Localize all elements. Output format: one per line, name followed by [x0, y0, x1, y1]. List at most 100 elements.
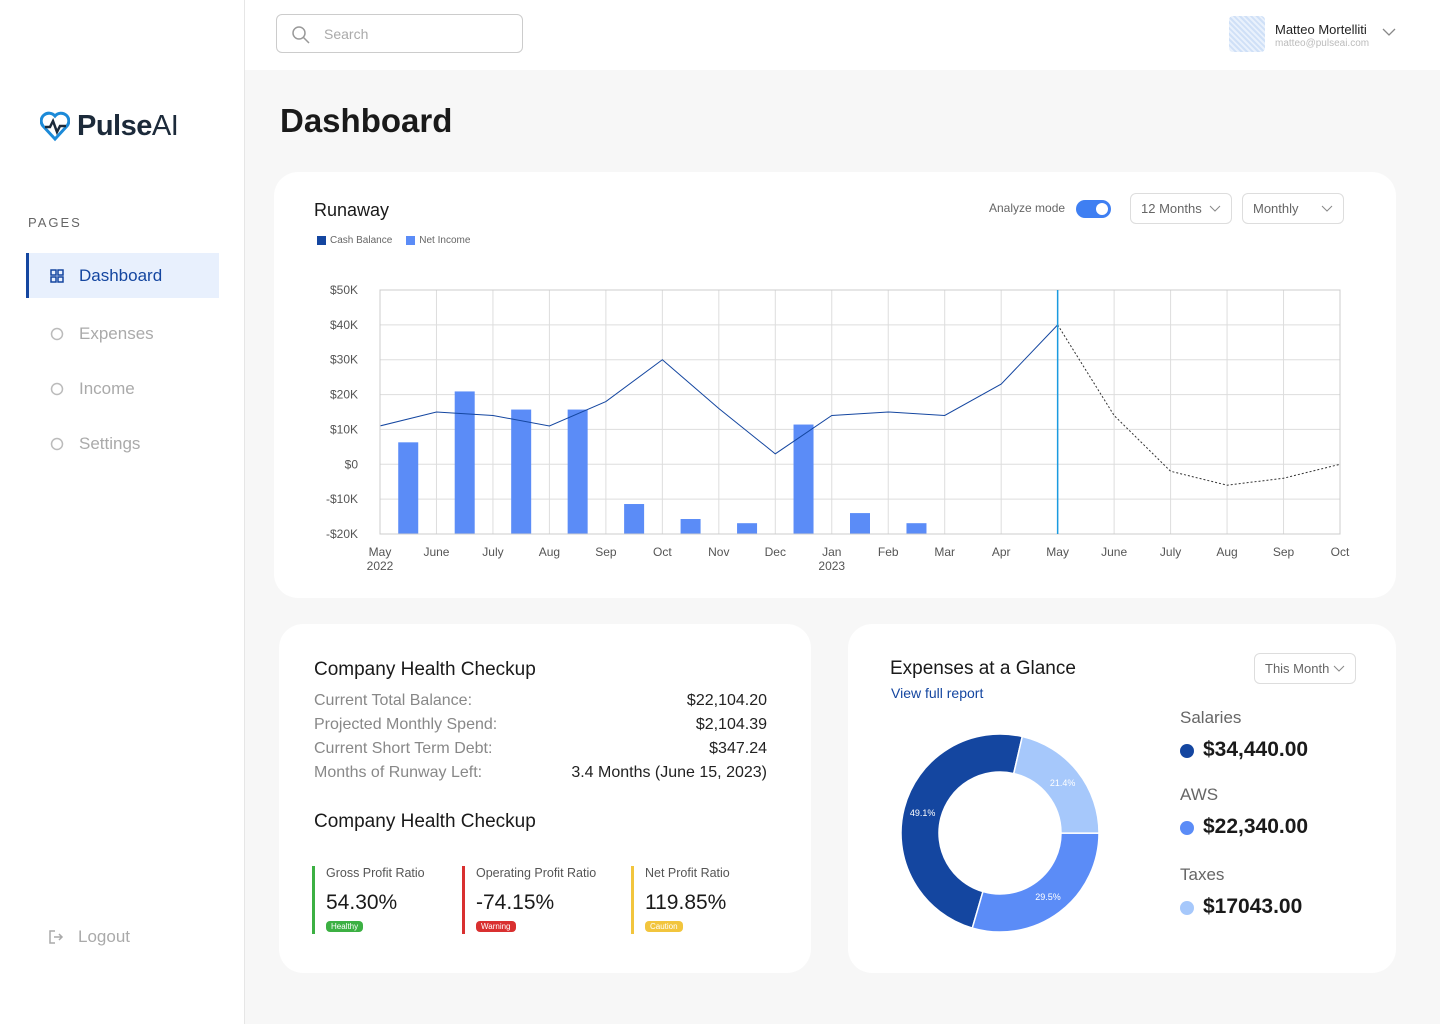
- plot-border: [379, 289, 1341, 535]
- user-email: matteo@pulseai.com: [1275, 38, 1370, 49]
- legend-label: Salaries: [1180, 708, 1242, 727]
- header: Search Matteo Mortelliti matteo@pulseai.…: [245, 0, 1440, 70]
- bar: [454, 391, 475, 534]
- ratio-status: Caution: [645, 921, 683, 932]
- legend-swatch: [317, 236, 326, 245]
- metric-value: $22,104.20: [686, 692, 767, 709]
- legend-label: Taxes: [1180, 865, 1225, 884]
- user-menu-caret[interactable]: [1382, 27, 1396, 37]
- search-box[interactable]: Search: [276, 14, 523, 53]
- x-tick-label: May: [1046, 545, 1069, 559]
- avatar[interactable]: [1229, 16, 1265, 52]
- legend-label: AWS: [1180, 785, 1219, 804]
- logout-icon: [49, 930, 64, 944]
- metric-label: Months of Runway Left:: [314, 764, 483, 781]
- search-placeholder: Search: [324, 26, 369, 42]
- x-tick-label: June: [1101, 545, 1127, 559]
- nav-icon: [50, 437, 64, 451]
- legend-item: Net Income: [406, 235, 470, 246]
- chart-title: Runaway: [314, 200, 390, 220]
- bar: [737, 523, 758, 534]
- period-dropdown[interactable]: This Month: [1254, 653, 1356, 684]
- y-tick-label: $0: [345, 457, 359, 471]
- y-tick-label: -$20K: [326, 527, 358, 541]
- ratio-name: Net Profit Ratio: [645, 866, 730, 880]
- nav-item[interactable]: Dashboard: [26, 253, 219, 298]
- legend: Cash Balance Net Income: [317, 235, 470, 246]
- bar: [906, 523, 927, 534]
- legend-item: Cash Balance: [317, 235, 392, 246]
- nav-item[interactable]: Settings: [26, 421, 219, 466]
- nav-item[interactable]: Expenses: [26, 311, 219, 356]
- slice-label: 21.4%: [1050, 778, 1076, 788]
- range-value: 12 Months: [1141, 201, 1202, 216]
- caret: [1209, 205, 1221, 212]
- logo-icon: [40, 111, 70, 142]
- x-tick-label: Dec: [765, 545, 786, 559]
- analyze-mode-label: Analyze mode: [989, 201, 1066, 215]
- nav-label: Settings: [79, 434, 141, 453]
- x-tick-label: Apr: [992, 545, 1011, 559]
- nav-label: Dashboard: [79, 266, 163, 285]
- range-dropdown[interactable]: 12 Months: [1130, 193, 1232, 224]
- legend-swatch: [406, 236, 416, 245]
- bar: [680, 519, 701, 534]
- y-tick-label: $20K: [330, 388, 358, 402]
- x-tick-label: July: [1160, 545, 1181, 559]
- ratio-value: -74.15%: [476, 891, 555, 914]
- ratio-value: 119.85%: [645, 891, 727, 914]
- nav-label: Income: [79, 379, 135, 398]
- ratio-bar: [631, 866, 634, 934]
- ratio-bar: [462, 866, 465, 934]
- metric-value: 3.4 Months (June 15, 2023): [571, 764, 767, 781]
- donut-slice: [1012, 735, 1100, 834]
- slice-label: 29.5%: [1035, 892, 1061, 902]
- legend-label: Cash Balance: [330, 235, 393, 246]
- view-report-link[interactable]: View full report: [891, 685, 984, 701]
- legend-dot: [1180, 901, 1194, 915]
- logo-text: Pulse: [77, 110, 152, 142]
- ratio-name: Gross Profit Ratio: [326, 866, 425, 880]
- metric-label: Current Total Balance:: [314, 692, 473, 709]
- runaway-card: Runaway Cash Balance Net Income Analyze m…: [274, 172, 1396, 598]
- legend-dot: [1180, 821, 1194, 835]
- user-name: Matteo Mortelliti: [1275, 22, 1367, 37]
- x-tick-label: June: [423, 545, 449, 559]
- period-value: This Month: [1265, 661, 1330, 676]
- legend-amount: $22,340.00: [1203, 815, 1309, 838]
- ratio-status: Healthy: [326, 921, 364, 932]
- ratio-value: 54.30%: [326, 891, 398, 914]
- nav-item[interactable]: Income: [26, 366, 219, 411]
- projection-line: [1057, 324, 1341, 486]
- ratio-status: Warning: [476, 921, 516, 932]
- metric-label: Current Short Term Debt:: [314, 740, 493, 757]
- ratio-name: Operating Profit Ratio: [476, 866, 597, 880]
- nav-icon: [50, 382, 64, 396]
- x-tick-label: Oct: [1331, 545, 1350, 559]
- page-title: Dashboard: [280, 102, 453, 139]
- x-tick-label: Aug: [1216, 545, 1237, 559]
- bar: [398, 442, 419, 534]
- metric-value: $347.24: [709, 740, 767, 757]
- bar: [624, 504, 645, 534]
- y-tick-label: $40K: [330, 318, 358, 332]
- line: [379, 324, 1059, 455]
- analyze-toggle[interactable]: [1076, 200, 1111, 218]
- expenses-donut: 49.1% 29.5% 21.4%: [900, 733, 1100, 933]
- y-tick-label: $30K: [330, 353, 358, 367]
- x-tick-label: Sep: [595, 545, 617, 559]
- logo: PulseAI: [77, 110, 179, 143]
- caret: [1333, 665, 1345, 672]
- legend-label: Net Income: [419, 235, 471, 246]
- nav-icon: [50, 327, 64, 341]
- bar: [793, 424, 814, 534]
- health-title: Company Health Checkup: [314, 659, 536, 680]
- interval-dropdown[interactable]: Monthly: [1242, 193, 1344, 224]
- toggle-knob: [1096, 203, 1108, 215]
- expenses-card: Expenses at a Glance View full report Th…: [848, 624, 1396, 973]
- donut-slice: [900, 733, 1024, 929]
- bar: [850, 513, 870, 534]
- interval-value: Monthly: [1253, 201, 1299, 216]
- logout[interactable]: Logout: [78, 927, 130, 946]
